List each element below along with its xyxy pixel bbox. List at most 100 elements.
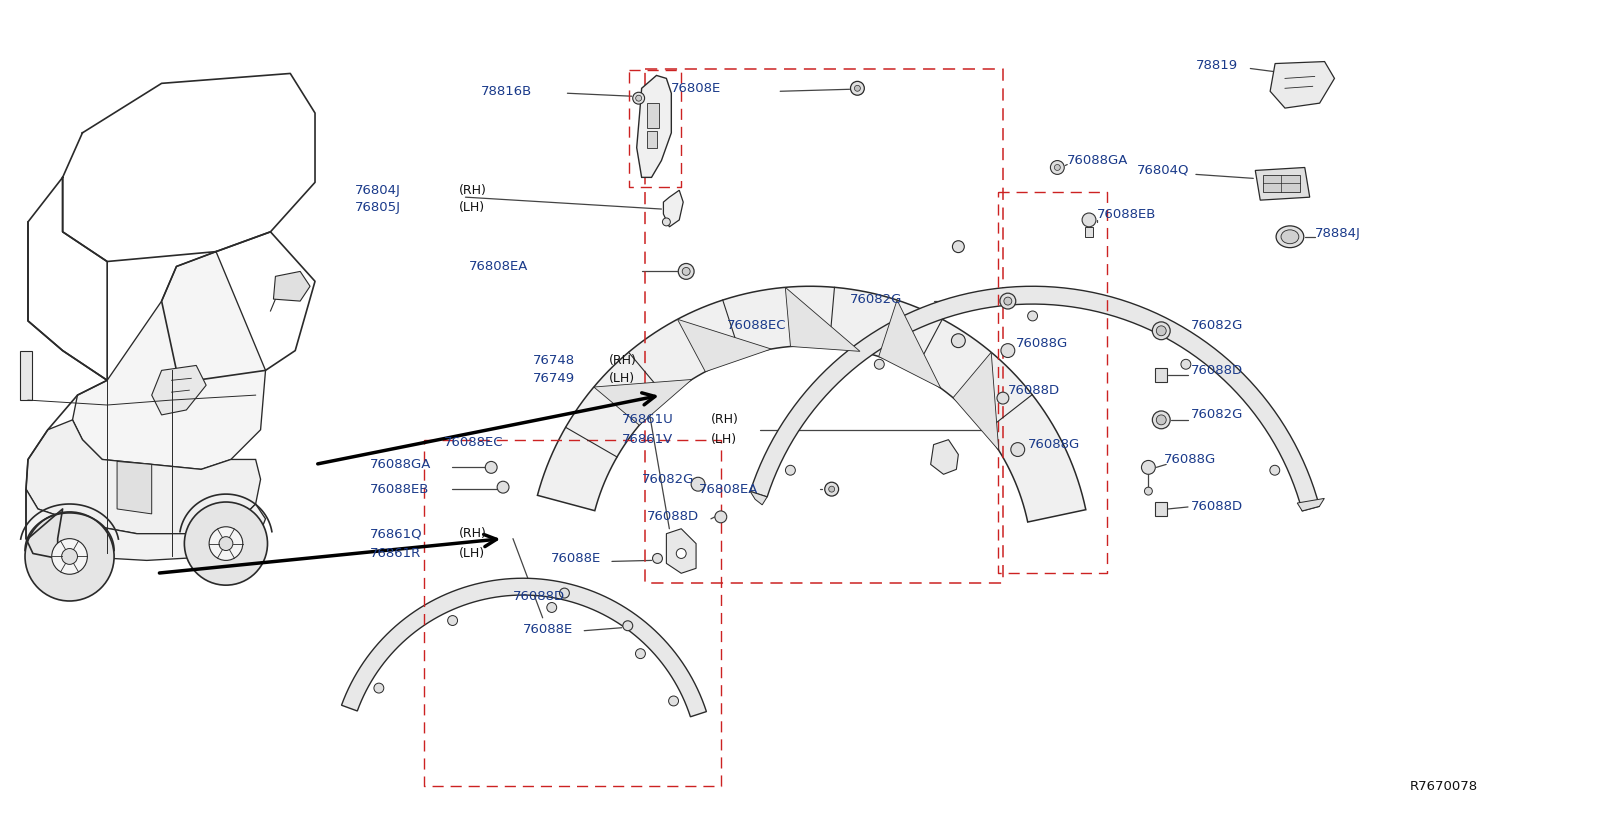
Circle shape bbox=[219, 536, 234, 550]
Bar bbox=[1155, 369, 1168, 383]
Circle shape bbox=[1027, 311, 1037, 321]
Circle shape bbox=[1181, 359, 1190, 370]
Text: 76748: 76748 bbox=[533, 354, 574, 367]
Circle shape bbox=[952, 334, 965, 348]
Text: 76088G: 76088G bbox=[1016, 337, 1069, 350]
Text: R7670078: R7670078 bbox=[1410, 780, 1477, 793]
Circle shape bbox=[635, 649, 645, 659]
Circle shape bbox=[26, 512, 114, 601]
Text: 76082G: 76082G bbox=[850, 292, 902, 305]
Polygon shape bbox=[786, 287, 859, 352]
Polygon shape bbox=[117, 462, 152, 514]
Text: 76088E: 76088E bbox=[523, 624, 573, 637]
Text: 76861V: 76861V bbox=[622, 433, 674, 446]
Text: (RH): (RH) bbox=[459, 527, 486, 540]
Circle shape bbox=[1011, 443, 1024, 457]
Text: 76088D: 76088D bbox=[646, 510, 699, 523]
Text: 76088D: 76088D bbox=[514, 589, 565, 602]
Circle shape bbox=[1152, 411, 1170, 429]
Text: 76088D: 76088D bbox=[1190, 501, 1243, 514]
Circle shape bbox=[678, 264, 694, 279]
Circle shape bbox=[669, 696, 678, 706]
Circle shape bbox=[662, 218, 670, 225]
Circle shape bbox=[635, 95, 642, 101]
Text: 76088GA: 76088GA bbox=[1067, 154, 1128, 167]
Text: 76861R: 76861R bbox=[370, 547, 421, 560]
Ellipse shape bbox=[1277, 225, 1304, 247]
Bar bbox=[1155, 502, 1168, 516]
Polygon shape bbox=[750, 492, 766, 505]
Polygon shape bbox=[594, 379, 691, 425]
Text: 76749: 76749 bbox=[533, 372, 574, 385]
Circle shape bbox=[1051, 160, 1064, 174]
Circle shape bbox=[210, 527, 243, 560]
Circle shape bbox=[677, 549, 686, 558]
Text: 76804Q: 76804Q bbox=[1136, 164, 1189, 177]
Circle shape bbox=[374, 683, 384, 693]
Polygon shape bbox=[677, 319, 771, 372]
Polygon shape bbox=[72, 252, 266, 470]
Circle shape bbox=[1270, 466, 1280, 475]
Circle shape bbox=[715, 511, 726, 523]
Text: 76808EA: 76808EA bbox=[699, 483, 758, 496]
Circle shape bbox=[824, 482, 838, 496]
Text: (LH): (LH) bbox=[710, 433, 738, 446]
Polygon shape bbox=[878, 300, 941, 388]
Text: 76804J: 76804J bbox=[355, 184, 400, 197]
Text: (RH): (RH) bbox=[610, 354, 637, 367]
Circle shape bbox=[62, 549, 77, 564]
Text: 76082G: 76082G bbox=[1190, 319, 1243, 332]
Polygon shape bbox=[664, 190, 683, 227]
Text: 76088G: 76088G bbox=[1027, 438, 1080, 451]
Text: 76088GA: 76088GA bbox=[370, 458, 430, 471]
Circle shape bbox=[854, 85, 861, 91]
Circle shape bbox=[653, 554, 662, 563]
Circle shape bbox=[632, 92, 645, 104]
Circle shape bbox=[560, 589, 570, 598]
Circle shape bbox=[691, 477, 706, 491]
Text: 76082G: 76082G bbox=[1190, 409, 1243, 422]
Polygon shape bbox=[1256, 168, 1310, 200]
Bar bbox=[1085, 227, 1093, 237]
Text: 78884J: 78884J bbox=[1315, 227, 1360, 240]
Polygon shape bbox=[26, 420, 261, 534]
Polygon shape bbox=[274, 271, 310, 301]
Text: (LH): (LH) bbox=[610, 372, 635, 385]
Text: 76808E: 76808E bbox=[672, 81, 722, 94]
Text: 76088EC: 76088EC bbox=[726, 319, 786, 332]
Circle shape bbox=[874, 359, 885, 370]
Polygon shape bbox=[341, 578, 707, 717]
Text: 76805J: 76805J bbox=[355, 200, 400, 213]
Circle shape bbox=[997, 392, 1010, 404]
Circle shape bbox=[622, 621, 632, 631]
Polygon shape bbox=[646, 131, 658, 147]
Polygon shape bbox=[538, 287, 1086, 522]
Circle shape bbox=[1141, 461, 1155, 475]
Circle shape bbox=[184, 502, 267, 585]
Text: 78816B: 78816B bbox=[482, 85, 533, 98]
Text: 76088D: 76088D bbox=[1008, 383, 1059, 396]
Text: (RH): (RH) bbox=[710, 414, 739, 427]
Circle shape bbox=[1054, 164, 1061, 170]
Text: (LH): (LH) bbox=[459, 200, 485, 213]
Text: 76088EB: 76088EB bbox=[370, 483, 429, 496]
Text: 76088G: 76088G bbox=[1165, 453, 1216, 466]
Circle shape bbox=[682, 268, 690, 275]
Circle shape bbox=[498, 481, 509, 493]
Text: 76082G: 76082G bbox=[642, 473, 694, 486]
Circle shape bbox=[952, 241, 965, 252]
Circle shape bbox=[485, 462, 498, 473]
Polygon shape bbox=[152, 365, 206, 415]
Polygon shape bbox=[26, 489, 266, 560]
Polygon shape bbox=[637, 76, 672, 177]
Circle shape bbox=[1002, 344, 1014, 357]
Text: (RH): (RH) bbox=[459, 184, 486, 197]
Text: 76088D: 76088D bbox=[1190, 364, 1243, 377]
Text: 76861Q: 76861Q bbox=[370, 527, 422, 540]
Polygon shape bbox=[1264, 175, 1299, 192]
Polygon shape bbox=[646, 103, 659, 128]
Text: 78819: 78819 bbox=[1195, 59, 1238, 72]
Circle shape bbox=[547, 602, 557, 612]
Bar bbox=[21, 351, 32, 400]
Circle shape bbox=[51, 539, 88, 574]
